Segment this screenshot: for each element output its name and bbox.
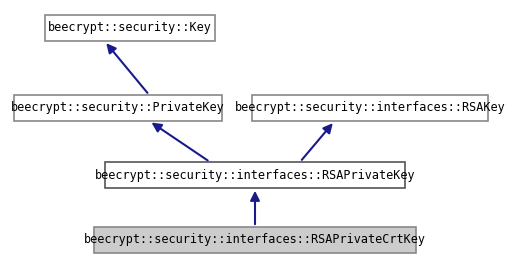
Text: beecrypt::security::interfaces::RSAKey: beecrypt::security::interfaces::RSAKey xyxy=(235,101,505,115)
Text: beecrypt::security::Key: beecrypt::security::Key xyxy=(48,21,212,35)
FancyBboxPatch shape xyxy=(94,227,416,253)
Text: beecrypt::security::interfaces::RSAPrivateKey: beecrypt::security::interfaces::RSAPriva… xyxy=(95,168,415,181)
Text: beecrypt::security::interfaces::RSAPrivateCrtKey: beecrypt::security::interfaces::RSAPriva… xyxy=(84,233,426,246)
FancyBboxPatch shape xyxy=(45,15,215,41)
FancyBboxPatch shape xyxy=(252,95,488,121)
FancyBboxPatch shape xyxy=(105,162,405,188)
Text: beecrypt::security::PrivateKey: beecrypt::security::PrivateKey xyxy=(11,101,225,115)
FancyBboxPatch shape xyxy=(14,95,222,121)
